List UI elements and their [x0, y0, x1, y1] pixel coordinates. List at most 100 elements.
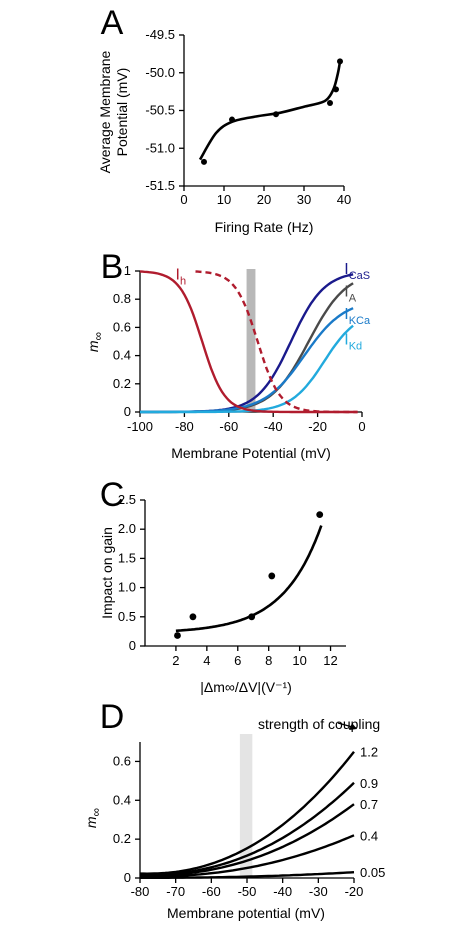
axis-lines: [183, 35, 344, 187]
y-tick-label: 0.6: [113, 319, 131, 334]
x-tick-label: 4: [203, 653, 210, 668]
panel-c: C 0 0.5 1.0 1.5 2.0 2.5 2 4 6 8 10 12 |Δm∞/ΔV|(V⁻¹) Im…: [99, 476, 346, 695]
data-point: [174, 632, 181, 639]
series-label: 0.05: [360, 865, 385, 880]
data-point: [316, 511, 324, 518]
series-line: [140, 307, 354, 414]
series-label: IKd: [344, 331, 362, 352]
panel-d: D 0 0.2 0.4 0.6 -80 -70 -60 -50 -40 -30 -20 Membrane…: [83, 698, 385, 921]
y-tick-label: 2.0: [118, 521, 136, 536]
data-point: [333, 86, 339, 93]
x-tick-label: 10: [217, 192, 231, 207]
panel-letter: A: [101, 4, 124, 42]
data-point: [189, 613, 197, 621]
series-line: [139, 270, 358, 414]
x-axis-label: |Δm∞/ΔV|(V⁻¹): [200, 679, 292, 695]
y-axis-label: m∞: [85, 332, 105, 352]
series-line: [195, 270, 358, 414]
y-tick-label: 1.0: [118, 580, 136, 595]
x-tick-label: 20: [257, 192, 271, 207]
panel-letter: B: [101, 248, 124, 286]
data-point: [229, 116, 235, 123]
series-line: [140, 273, 354, 414]
x-tick-label: 10: [292, 653, 306, 668]
series-line: [140, 750, 355, 875]
data-point: [248, 613, 256, 621]
coupling-annotation: strength of coupling: [258, 716, 380, 732]
y-tick-label: -50.5: [145, 103, 175, 118]
y-tick-label: 0.2: [113, 376, 131, 391]
y-tick-label: 0.4: [113, 348, 131, 363]
x-tick-label: 40: [337, 192, 351, 207]
x-tick-label: 12: [323, 653, 337, 668]
y-tick-label: 2.5: [118, 492, 136, 507]
y-tick-label: 0: [129, 638, 136, 653]
x-tick-label: -100: [127, 419, 153, 434]
panel-letter: D: [100, 698, 125, 736]
series-label: 0.7: [360, 797, 378, 812]
series-label: 0.9: [360, 776, 378, 791]
y-tick-label: 0: [124, 404, 131, 419]
y-tick-label: 0.5: [118, 609, 136, 624]
data-point: [337, 58, 343, 65]
y-axis-label: Average MembranePotential (mV): [97, 50, 130, 173]
x-tick-label: -20: [345, 884, 364, 899]
y-tick-label: -50.0: [145, 65, 175, 80]
series-line: [140, 282, 354, 414]
y-tick-label: 0.2: [113, 831, 131, 846]
panel-a: A -49.5 -50.0 -50.5 -51.0 -51.5 0 10 20 30 40 Firin…: [97, 4, 351, 235]
data-point: [268, 572, 276, 580]
data-point: [201, 158, 207, 165]
y-tick-label: 1.5: [118, 550, 136, 565]
y-tick-label: -51.5: [145, 178, 175, 193]
series-label: 0.4: [360, 828, 378, 843]
x-tick-label: -70: [166, 884, 185, 899]
x-tick-label: -60: [219, 419, 238, 434]
series-label: ICaS: [344, 261, 370, 282]
x-tick-label: -50: [238, 884, 257, 899]
y-axis-label: m∞: [83, 808, 103, 828]
data-point: [273, 111, 279, 118]
x-tick-label: 8: [265, 653, 272, 668]
x-tick-label: -20: [308, 419, 327, 434]
x-axis-label: Membrane potential (mV): [167, 905, 325, 921]
fit-line: [175, 525, 323, 633]
y-tick-label: -51.0: [145, 140, 175, 155]
x-axis-label: Firing Rate (Hz): [215, 219, 314, 235]
x-tick-label: 0: [358, 419, 365, 434]
y-tick-label: 1: [124, 263, 131, 278]
x-tick-label: -30: [309, 884, 328, 899]
series-label: 1.2: [360, 745, 378, 760]
x-tick-label: -40: [273, 884, 292, 899]
x-tick-label: -80: [175, 419, 194, 434]
x-tick-label: 6: [234, 653, 241, 668]
axis-lines: [144, 500, 346, 647]
y-tick-label: 0.4: [113, 792, 131, 807]
y-tick-label: -49.5: [145, 27, 175, 42]
x-tick-label: -40: [264, 419, 283, 434]
y-axis-label: Impact on gain: [99, 527, 115, 619]
x-tick-label: 2: [172, 653, 179, 668]
series-line: [139, 803, 355, 877]
y-tick-label: 0: [124, 870, 131, 885]
series-label: Ih: [176, 266, 187, 287]
x-tick-label: -80: [131, 884, 150, 899]
y-tick-label: 0.6: [113, 753, 131, 768]
panel-b: B 0 0.2 0.4 0.6 0.8 1 -100 -80 -60 -40 -20 0 Membrane…: [85, 248, 371, 461]
series-label: IKCa: [344, 306, 371, 327]
series-label: IA: [344, 283, 356, 304]
x-tick-label: -60: [202, 884, 221, 899]
shaded-band: [246, 269, 256, 412]
x-tick-label: 0: [180, 192, 187, 207]
series-line: [140, 871, 355, 879]
annotation-arrowhead: [349, 723, 357, 730]
series-line: [140, 834, 355, 878]
panel-letter: C: [100, 476, 125, 514]
fit-line: [198, 61, 342, 161]
data-point: [327, 99, 333, 106]
y-tick-label: 0.8: [113, 291, 131, 306]
x-axis-label: Membrane Potential (mV): [171, 445, 331, 461]
series-line: [140, 324, 354, 414]
shaded-band: [239, 734, 253, 878]
